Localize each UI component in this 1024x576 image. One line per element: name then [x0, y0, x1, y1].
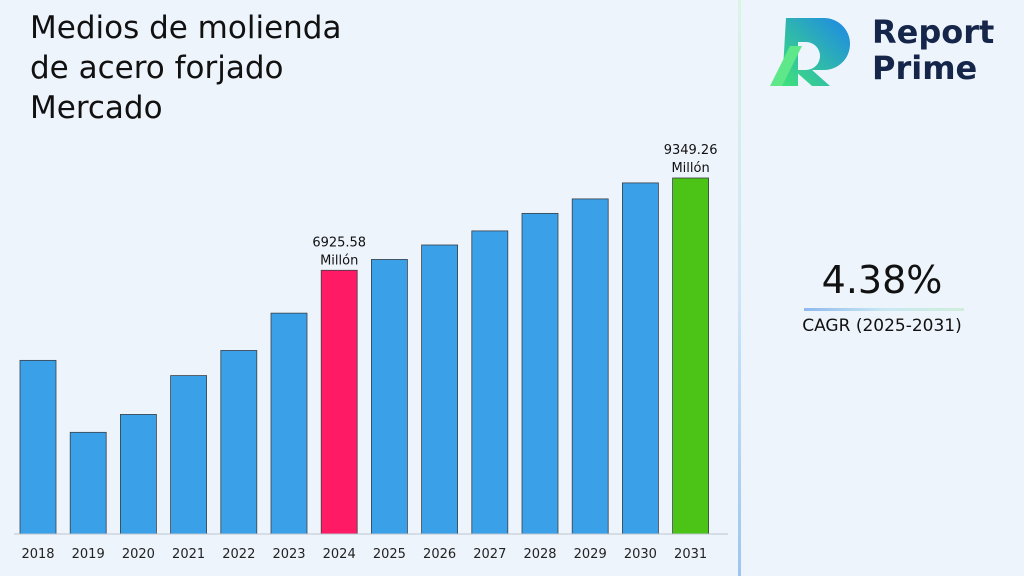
- title-line-3: Mercado: [30, 90, 163, 126]
- bar-2030: [622, 182, 659, 535]
- x-tick-label-2028: 2028: [523, 547, 556, 562]
- x-tick-label-2020: 2020: [122, 547, 155, 562]
- bar-2027: [471, 230, 509, 535]
- bar-2020: [120, 414, 157, 535]
- report-prime-logo: Report Prime: [768, 14, 1008, 90]
- x-tick-label-2030: 2030: [624, 547, 657, 562]
- data-label-unit-2024: Millón: [320, 253, 358, 268]
- bar-2021: [170, 375, 208, 535]
- bar-2018: [19, 359, 57, 535]
- cagr-value: 4.38%: [821, 258, 943, 302]
- panel-divider: [738, 0, 741, 576]
- bar-2024: [320, 269, 358, 535]
- cagr-label: CAGR (2025-2031): [802, 316, 962, 336]
- x-tick-label-2027: 2027: [473, 547, 506, 562]
- bar-2031: [672, 177, 709, 535]
- title-line-1: Medios de molienda: [30, 10, 342, 46]
- logo-line-1: Report: [872, 13, 995, 51]
- cagr-underline: [804, 308, 964, 311]
- chart-title: Medios de molienda de acero forjado Merc…: [30, 8, 341, 128]
- bar-2026: [421, 244, 459, 535]
- x-tick-label-2031: 2031: [674, 547, 707, 562]
- bar-2029: [571, 198, 609, 535]
- bar-2023: [270, 312, 308, 535]
- logo-line-2: Prime: [872, 49, 978, 87]
- bar-chart: 6925.58 Millón 9349.26 Millón 2018 2019 2020 2…: [14, 143, 728, 562]
- x-tick-label-2026: 2026: [423, 547, 456, 562]
- x-tick-label-2023: 2023: [272, 547, 305, 562]
- logo-mark-icon: [770, 18, 850, 86]
- data-label-unit-2031: Millón: [671, 161, 709, 176]
- x-tick-label-2029: 2029: [574, 547, 607, 562]
- x-tick-label-2024: 2024: [323, 547, 356, 562]
- x-tick-label-2025: 2025: [373, 547, 406, 562]
- logo-text: Report Prime: [872, 14, 994, 86]
- title-line-2: de acero forjado: [30, 50, 284, 86]
- data-label-value-2024: 6925.58: [312, 235, 366, 250]
- x-tick-label-2021: 2021: [172, 547, 205, 562]
- bar-2022: [220, 350, 258, 535]
- x-tick-label-2018: 2018: [21, 547, 54, 562]
- bar-2028: [521, 212, 559, 535]
- x-tick-label-2019: 2019: [72, 547, 105, 562]
- bar-2025: [370, 259, 408, 535]
- data-label-value-2031: 9349.26: [664, 143, 718, 158]
- x-tick-label-2022: 2022: [222, 547, 255, 562]
- bar-2019: [69, 431, 107, 535]
